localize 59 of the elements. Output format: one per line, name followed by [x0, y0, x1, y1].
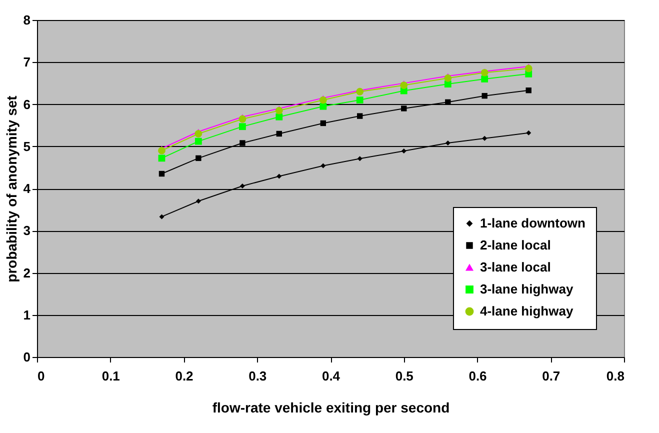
point [481, 76, 488, 82]
legend-label: 3-lane local [480, 260, 551, 274]
x-tick-label: 0.4 [322, 368, 341, 384]
point [482, 136, 488, 141]
y-tick-label: 0 [23, 350, 30, 364]
point [240, 183, 245, 188]
y-tick-label: 8 [23, 12, 30, 28]
x-tick-label: 0.8 [606, 368, 624, 384]
x-tick-label: 0.7 [542, 368, 560, 384]
point [482, 92, 488, 99]
point [320, 120, 326, 126]
point [526, 130, 532, 136]
y-tick-label: 3 [23, 223, 30, 238]
x-tick-label: 0.2 [175, 368, 194, 384]
x-tick-label: 0.1 [102, 368, 120, 384]
point [445, 140, 450, 146]
point [159, 214, 164, 220]
point [444, 74, 452, 82]
legend-label: 4-lane highway [480, 304, 574, 318]
point [357, 156, 362, 162]
x-tick-label: 0.3 [248, 368, 267, 384]
point [276, 113, 283, 120]
x-axis-title: flow-rate vehicle exiting per second [212, 400, 450, 416]
y-tick-label: 5 [23, 138, 30, 154]
y-tick-label: 6 [23, 96, 30, 112]
point [526, 88, 532, 94]
legend-label: 1-lane downtown [480, 216, 586, 230]
point [240, 140, 246, 146]
point [356, 96, 364, 104]
point [238, 115, 246, 123]
point [275, 106, 283, 114]
y-tick-label: 7 [23, 54, 30, 70]
y-tick-label: 1 [23, 307, 30, 322]
legend-label: 3-lane highway [480, 282, 574, 296]
point [276, 130, 282, 137]
y-axis-title: probability of anonymity set [3, 95, 20, 282]
x-tick-label: 0 [38, 368, 45, 384]
point [158, 154, 166, 162]
point [524, 64, 532, 72]
point [320, 163, 326, 168]
point [319, 96, 327, 104]
y-tick-label: 4 [23, 181, 32, 196]
point [158, 170, 165, 177]
point [196, 198, 201, 204]
point [320, 102, 327, 110]
point [357, 113, 363, 119]
point [194, 138, 202, 145]
point [239, 123, 246, 130]
point [194, 130, 202, 138]
point [401, 148, 406, 154]
x-tick-label: 0.6 [468, 368, 487, 384]
point [158, 146, 166, 154]
legend-label: 2-lane local [480, 238, 551, 252]
y-tick-label: 2 [23, 265, 30, 280]
point [401, 106, 407, 112]
point [400, 82, 408, 89]
x-tick-label: 0.5 [395, 368, 414, 384]
point [276, 174, 282, 179]
point [196, 155, 202, 162]
